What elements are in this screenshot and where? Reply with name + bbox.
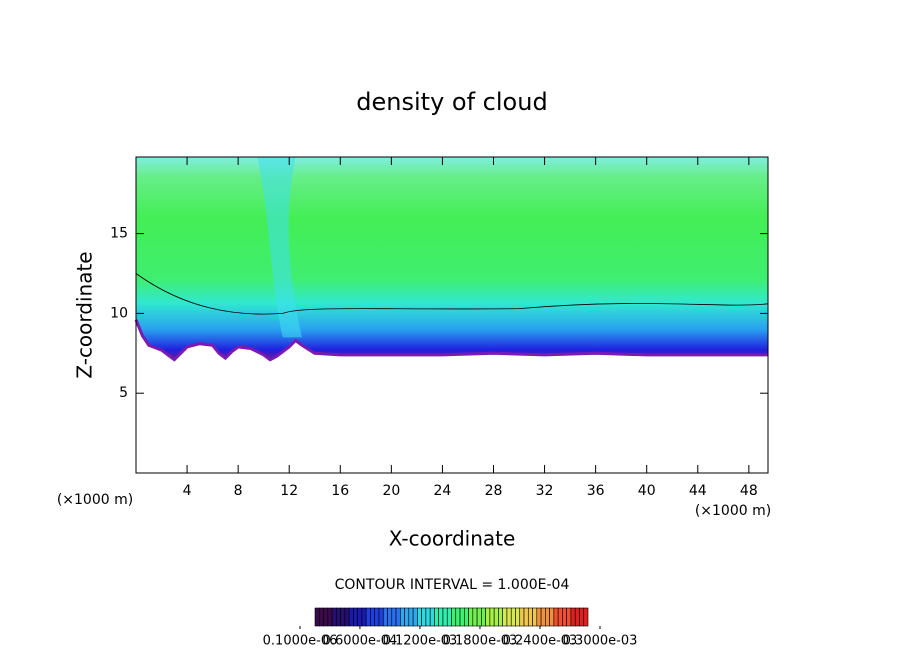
x-tick-label: 12 — [280, 483, 298, 499]
colorbar-cell — [510, 607, 516, 627]
colorbar-cell — [314, 607, 320, 627]
colorbar-cell — [429, 607, 435, 627]
colorbar-cell — [340, 607, 346, 627]
colorbar-cell — [412, 607, 418, 627]
colorbar-cell — [374, 607, 380, 627]
colorbar-label: 0.6000e-04 — [323, 634, 398, 649]
colorbar-cell — [536, 607, 542, 627]
colorbar-cell — [408, 607, 414, 627]
colorbar-cell — [353, 607, 358, 627]
colorbar-cell — [532, 607, 538, 627]
colorbar-cell — [357, 607, 363, 627]
colorbar-label: 0.1200e-03 — [383, 634, 458, 649]
colorbar-cell — [446, 607, 452, 627]
y-tick-label: 5 — [119, 385, 128, 401]
colorbar-cell — [365, 607, 371, 627]
colorbar-cell — [545, 607, 550, 627]
colorbar-cell — [421, 607, 427, 627]
colorbar-cell — [515, 607, 521, 627]
colorbar-cell — [553, 607, 559, 627]
colorbar-cell — [481, 607, 486, 627]
colorbar-cell — [327, 607, 333, 627]
x-tick-label: 24 — [434, 483, 452, 499]
colorbar-cell — [434, 607, 440, 627]
colorbar-cell — [485, 607, 491, 627]
colorbar-cell — [468, 607, 474, 627]
colorbar-cell — [378, 607, 384, 627]
colorbar-cell — [527, 607, 533, 627]
colorbar-cell — [451, 607, 457, 627]
colorbar-cell — [336, 607, 341, 627]
colorbar-cell — [391, 607, 397, 627]
chart-title: density of cloud — [356, 88, 547, 116]
colorbar-cell — [382, 607, 388, 627]
x-axis-label: X-coordinate — [389, 527, 516, 551]
colorbar-cell — [395, 607, 401, 627]
colorbar-cell — [579, 607, 585, 627]
colorbar-label: 0.1000e-06 — [263, 634, 338, 649]
cloud-fill — [136, 157, 768, 360]
colorbar-cell — [425, 607, 431, 627]
colorbar-cell — [489, 607, 495, 627]
colorbar-label: 0.1800e-03 — [443, 634, 518, 649]
x-tick-label: 8 — [234, 483, 243, 499]
x-tick-label: 16 — [331, 483, 349, 499]
colorbar-cell — [562, 607, 567, 627]
colorbar-cell — [438, 607, 444, 627]
colorbar-cell — [455, 607, 461, 627]
colorbar-cell — [344, 607, 350, 627]
x-tick-label: 32 — [536, 483, 554, 499]
plot-frame — [135, 156, 769, 474]
x-tick-label: 4 — [183, 483, 192, 499]
colorbar-cell — [540, 607, 546, 627]
colorbar-cell — [361, 607, 367, 627]
colorbar-label: 0.3000e-03 — [563, 634, 638, 649]
x-tick-label: 36 — [587, 483, 605, 499]
colorbar-cell — [459, 607, 465, 627]
colorbar-cell — [583, 607, 589, 627]
colorbar-cell — [400, 607, 405, 627]
colorbar-cell — [348, 607, 354, 627]
x-tick-label: 48 — [740, 483, 758, 499]
y-unit-label: (×1000 m) — [57, 492, 133, 508]
x-tick-label: 20 — [382, 483, 400, 499]
colorbar-cell — [493, 607, 499, 627]
colorbar-label: 0.2400e-03 — [503, 634, 578, 649]
colorbar-cell — [498, 607, 503, 627]
colorbar-cell — [323, 607, 329, 627]
colorbar-cell — [549, 607, 555, 627]
colorbar-cell — [523, 607, 529, 627]
y-axis-label: Z-coordinate — [73, 251, 97, 378]
cloud-column — [257, 157, 302, 338]
colorbar-cell — [417, 607, 422, 627]
colorbar-cell — [387, 607, 393, 627]
colorbar-cell — [472, 607, 478, 627]
colorbar-cell — [574, 607, 580, 627]
x-tick-label: 28 — [485, 483, 503, 499]
colorbar-cell — [570, 607, 576, 627]
colorbar-cell — [506, 607, 512, 627]
cloud-base — [134, 319, 768, 362]
colorbar-cell — [442, 607, 448, 627]
colorbar-cell — [370, 607, 376, 627]
colorbar-cell — [502, 607, 508, 627]
colorbar-cell — [404, 607, 410, 627]
y-tick-label: 15 — [110, 226, 128, 242]
colorbar-cell — [318, 607, 324, 627]
x-unit-label: (×1000 m) — [695, 503, 771, 519]
x-tick-label: 40 — [638, 483, 656, 499]
y-tick-label: 10 — [110, 305, 128, 321]
x-tick-label: 44 — [689, 483, 707, 499]
colorbar-cell — [557, 607, 563, 627]
colorbar-cell — [476, 607, 482, 627]
contour-line — [135, 273, 769, 315]
colorbar-cell — [331, 607, 337, 627]
colorbar-cell — [463, 607, 469, 627]
colorbar-cell — [566, 607, 572, 627]
colorbar-cell — [519, 607, 525, 627]
contour-interval: CONTOUR INTERVAL = 1.000E-04 — [335, 577, 570, 593]
